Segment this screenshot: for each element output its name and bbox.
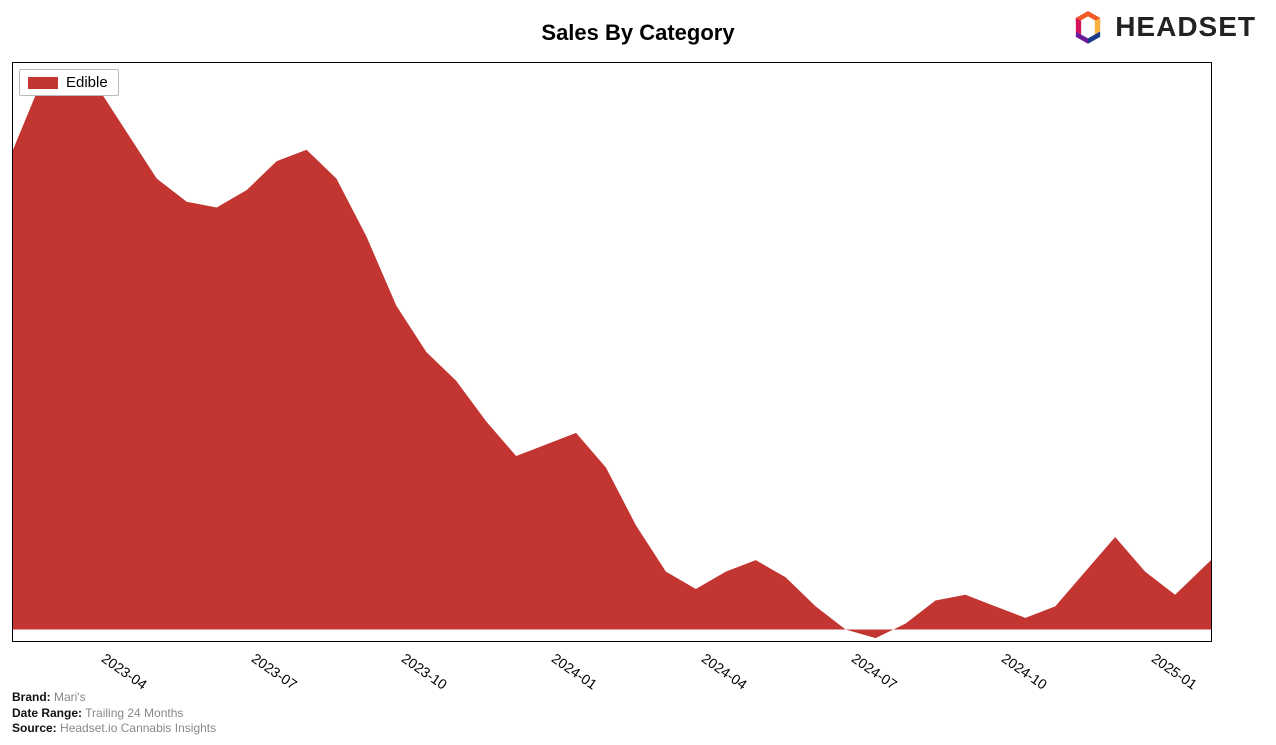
x-tick-label: 2024-01	[549, 650, 600, 693]
footer-line-daterange: Date Range: Trailing 24 Months	[12, 706, 216, 722]
legend: Edible	[19, 69, 119, 96]
chart-footer: Brand: Mari's Date Range: Trailing 24 Mo…	[12, 690, 216, 737]
area-svg	[13, 63, 1211, 641]
chart-container: HEADSET Sales By Category Edible 2023-04…	[0, 0, 1276, 745]
chart-title: Sales By Category	[0, 20, 1276, 46]
legend-swatch-edible	[28, 77, 58, 89]
footer-label: Brand:	[12, 690, 51, 704]
x-tick-label: 2024-07	[849, 650, 900, 693]
legend-label-edible: Edible	[66, 74, 108, 91]
footer-line-source: Source: Headset.io Cannabis Insights	[12, 721, 216, 737]
x-tick-label: 2023-04	[98, 650, 149, 693]
footer-value: Mari's	[54, 690, 86, 704]
footer-line-brand: Brand: Mari's	[12, 690, 216, 706]
footer-label: Source:	[12, 721, 57, 735]
footer-label: Date Range:	[12, 706, 82, 720]
x-tick-label: 2024-04	[699, 650, 750, 693]
x-tick-label: 2025-01	[1149, 650, 1200, 693]
footer-value: Headset.io Cannabis Insights	[60, 721, 216, 735]
x-tick-label: 2023-07	[249, 650, 300, 693]
footer-value: Trailing 24 Months	[85, 706, 183, 720]
area-series-edible	[13, 75, 1211, 639]
x-tick-label: 2024-10	[999, 650, 1050, 693]
x-tick-label: 2023-10	[399, 650, 450, 693]
plot-area: Edible	[12, 62, 1212, 642]
